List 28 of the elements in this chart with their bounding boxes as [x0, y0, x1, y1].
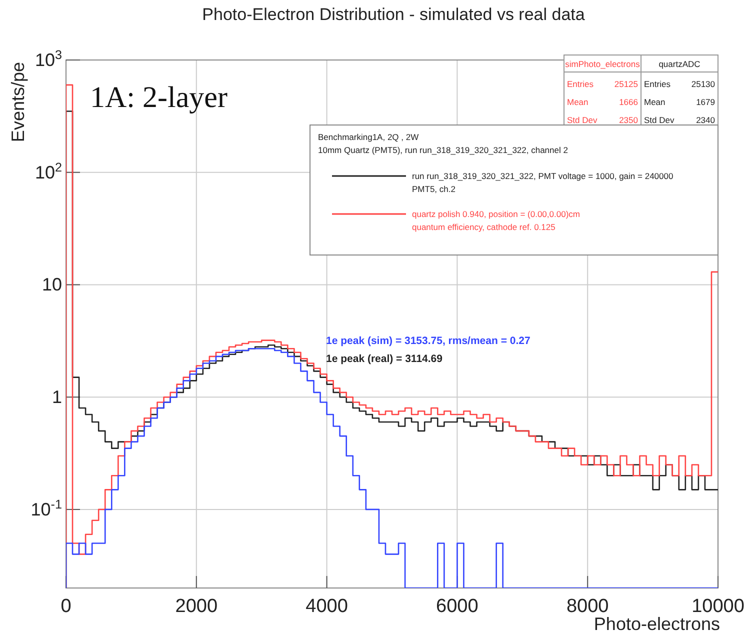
text: Mean 1679 — [644, 97, 715, 107]
y-tick-label: 10 — [42, 274, 62, 295]
legend-title: Benchmarking1A, 2Q , 2W 10mm Quartz (PMT5), run run_318_319_320_321_322, channel 2 — [318, 132, 568, 155]
text: Std Dev 2350 — [567, 115, 638, 125]
y-tick-label: 10$^{3}$ — [34, 48, 62, 70]
text: Entries 25130 — [644, 79, 715, 89]
annotation: 1A: 2-layer — [90, 81, 228, 114]
x-tick-label: 4000 — [306, 596, 348, 617]
text: Mean 1666 — [567, 97, 638, 107]
annotation: 1e peak (sim) = 3153.75, rms/mean = 0.27 — [326, 335, 530, 347]
x-tick-label: 2000 — [175, 596, 218, 617]
chart-title: Photo-Electron Distribution - simulated vs real data — [202, 5, 586, 24]
annotation: quartzADC — [658, 59, 700, 69]
annotation: simPhoto_electrons — [565, 59, 640, 69]
x-tick-label: 8000 — [566, 596, 609, 617]
text: Entries 25125 — [567, 79, 638, 89]
text: run run_318_319_320_321_322, PMT voltage = 1000, gain = 240000 PMT5, ch.2 — [412, 171, 674, 194]
x-tick-label: 10000 — [692, 596, 744, 617]
y-tick-label: 10$^{2}$ — [34, 160, 62, 182]
y-axis-title: Events/pe — [8, 62, 28, 142]
y-tick-label: 1 — [52, 387, 62, 408]
x-axis-title: Photo-electrons — [594, 614, 720, 634]
y-tick-label: 10$^{-1}$ — [30, 497, 62, 520]
x-tick-label: 0 — [60, 596, 72, 617]
x-tick-label: 6000 — [436, 596, 478, 617]
text: Std Dev 2340 — [644, 115, 715, 125]
annotation: 1e peak (real) = 3114.69 — [326, 353, 443, 365]
text: quartz polish 0.940, position = (0.00,0.00)cm quantum efficiency, cathode ref. 0.125 — [412, 209, 580, 232]
